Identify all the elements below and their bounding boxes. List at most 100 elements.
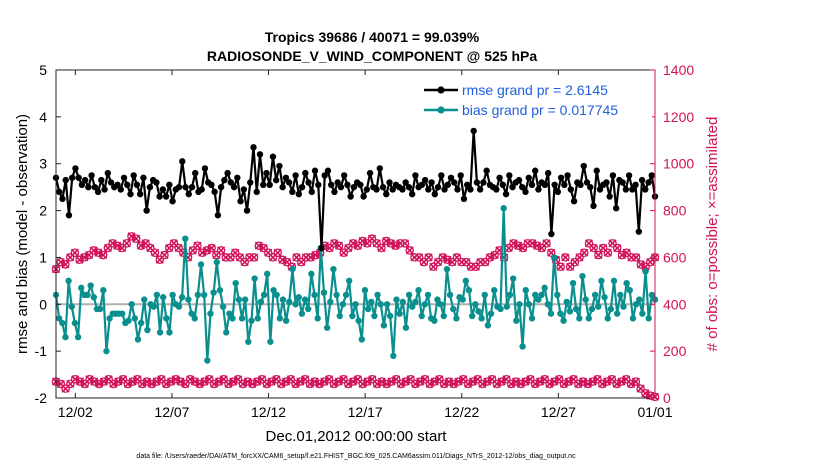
obs-upper-assimilated-marker	[198, 248, 207, 257]
y-axis-left: -2 -1 0 1 2 3 4 5	[35, 62, 61, 406]
y-left-tick-label: -2	[35, 390, 48, 406]
obs-lower-possible-marker	[238, 379, 248, 389]
rmse-point	[622, 186, 630, 193]
obs-lower-possible-marker	[559, 379, 569, 389]
bias-point	[424, 291, 432, 299]
rmse-point	[344, 181, 351, 188]
obs-lower-possible-marker	[530, 379, 540, 389]
obs-lower-possible-marker	[253, 377, 262, 386]
rmse-point	[561, 181, 568, 188]
rmse-point	[376, 165, 383, 172]
obs-lower-assimilated-marker	[449, 379, 458, 389]
obs-upper-assimilated-marker	[70, 248, 79, 257]
obs-lower-possible-marker	[363, 377, 372, 386]
bias-point	[106, 315, 113, 322]
obs-lower-assimilated-marker	[138, 379, 147, 389]
obs-lower-assimilated-marker	[545, 379, 554, 389]
rmse-point	[94, 188, 102, 196]
rmse-point	[175, 183, 183, 191]
bias-point	[159, 294, 167, 301]
obs-upper-assimilated-marker	[80, 253, 89, 262]
obs-upper-possible-marker	[603, 248, 613, 257]
obs-upper-possible-marker	[103, 243, 113, 253]
rmse-point	[648, 172, 655, 179]
rmse-point	[221, 176, 228, 184]
rmse-point	[334, 179, 341, 186]
obs-lower-assimilated-marker	[320, 377, 329, 386]
rmse-point	[457, 172, 464, 179]
obs-upper-assimilated-marker	[613, 243, 622, 253]
bias-point	[210, 289, 217, 296]
rmse-point	[373, 186, 380, 193]
obs-lower-possible-marker	[401, 377, 411, 386]
rmse-point	[234, 174, 241, 181]
bias-point	[591, 291, 599, 299]
rmse-point	[114, 181, 121, 188]
obs-lower-possible-marker	[569, 375, 578, 384]
rmse-point	[619, 179, 626, 186]
bias-point	[620, 303, 627, 310]
obs-upper-possible-marker	[622, 248, 631, 257]
obs-upper-possible-marker	[141, 239, 150, 248]
obs-upper-possible-marker	[94, 248, 103, 257]
obs-lower-possible-marker	[80, 379, 90, 389]
bias-point	[639, 310, 646, 317]
obs-upper-possible-marker	[386, 239, 396, 248]
obs-upper-assimilated-marker	[306, 253, 315, 262]
obs-lower-possible-marker	[368, 375, 377, 384]
rmse-point	[532, 167, 539, 174]
obs-lower-assimilated-marker	[612, 379, 621, 389]
obs-upper-possible-marker	[358, 236, 367, 246]
rmse-point	[499, 181, 507, 188]
bias-point	[308, 270, 315, 278]
bias-point	[380, 322, 388, 329]
obs-upper-assimilated-marker	[617, 251, 627, 260]
obs-upper-possible-marker	[278, 255, 287, 265]
obs-upper-assimilated-marker	[127, 232, 136, 241]
bias-point	[327, 298, 334, 306]
rmse-point	[570, 198, 578, 205]
bias-point	[166, 329, 173, 336]
obs-lower-possible-marker	[99, 377, 109, 386]
rmse-point	[596, 186, 604, 193]
obs-lower-possible-marker	[185, 375, 195, 384]
obs-lower-possible-marker	[219, 375, 228, 384]
bias-point	[103, 347, 110, 355]
obs-lower-possible-marker	[344, 379, 353, 389]
rmse-point	[399, 186, 406, 193]
obs-upper-possible-marker	[381, 236, 391, 246]
obs-upper-assimilated-marker	[273, 248, 282, 257]
rmse-point	[473, 179, 481, 186]
bias-point	[371, 312, 378, 320]
obs-upper-possible-marker	[273, 248, 282, 257]
obs-lower-possible-marker	[425, 379, 435, 389]
obs-lower-possible-marker	[521, 377, 530, 386]
rmse-point	[62, 176, 69, 184]
obs-lower-possible-marker	[61, 384, 70, 393]
obs-lower-possible-marker	[612, 379, 621, 389]
rmse-point	[308, 188, 315, 196]
rmse-point	[65, 212, 73, 219]
obs-upper-possible-marker	[56, 257, 65, 267]
bias-point	[390, 352, 397, 360]
bias-point	[554, 291, 561, 299]
bias-point	[216, 287, 224, 294]
obs-upper-possible-marker	[197, 248, 207, 257]
obs-lower-assimilated-marker	[377, 377, 386, 386]
obs-lower-assimilated-marker	[349, 377, 358, 386]
bias-point	[238, 315, 246, 322]
bias-point	[491, 287, 498, 294]
obs-lower-possible-marker	[372, 379, 382, 389]
rmse-point	[98, 176, 105, 184]
rmse-point	[642, 186, 649, 193]
obs-lower-possible-marker	[382, 379, 391, 389]
obs-upper-assimilated-marker	[514, 241, 523, 250]
rmse-point	[402, 179, 409, 186]
rmse-point	[227, 179, 235, 186]
bias-point	[623, 280, 630, 287]
rmse-point	[460, 195, 468, 203]
bias-point	[393, 296, 400, 303]
rmse-point	[88, 172, 95, 179]
rmse-point	[438, 172, 445, 179]
bias-point	[550, 254, 558, 261]
